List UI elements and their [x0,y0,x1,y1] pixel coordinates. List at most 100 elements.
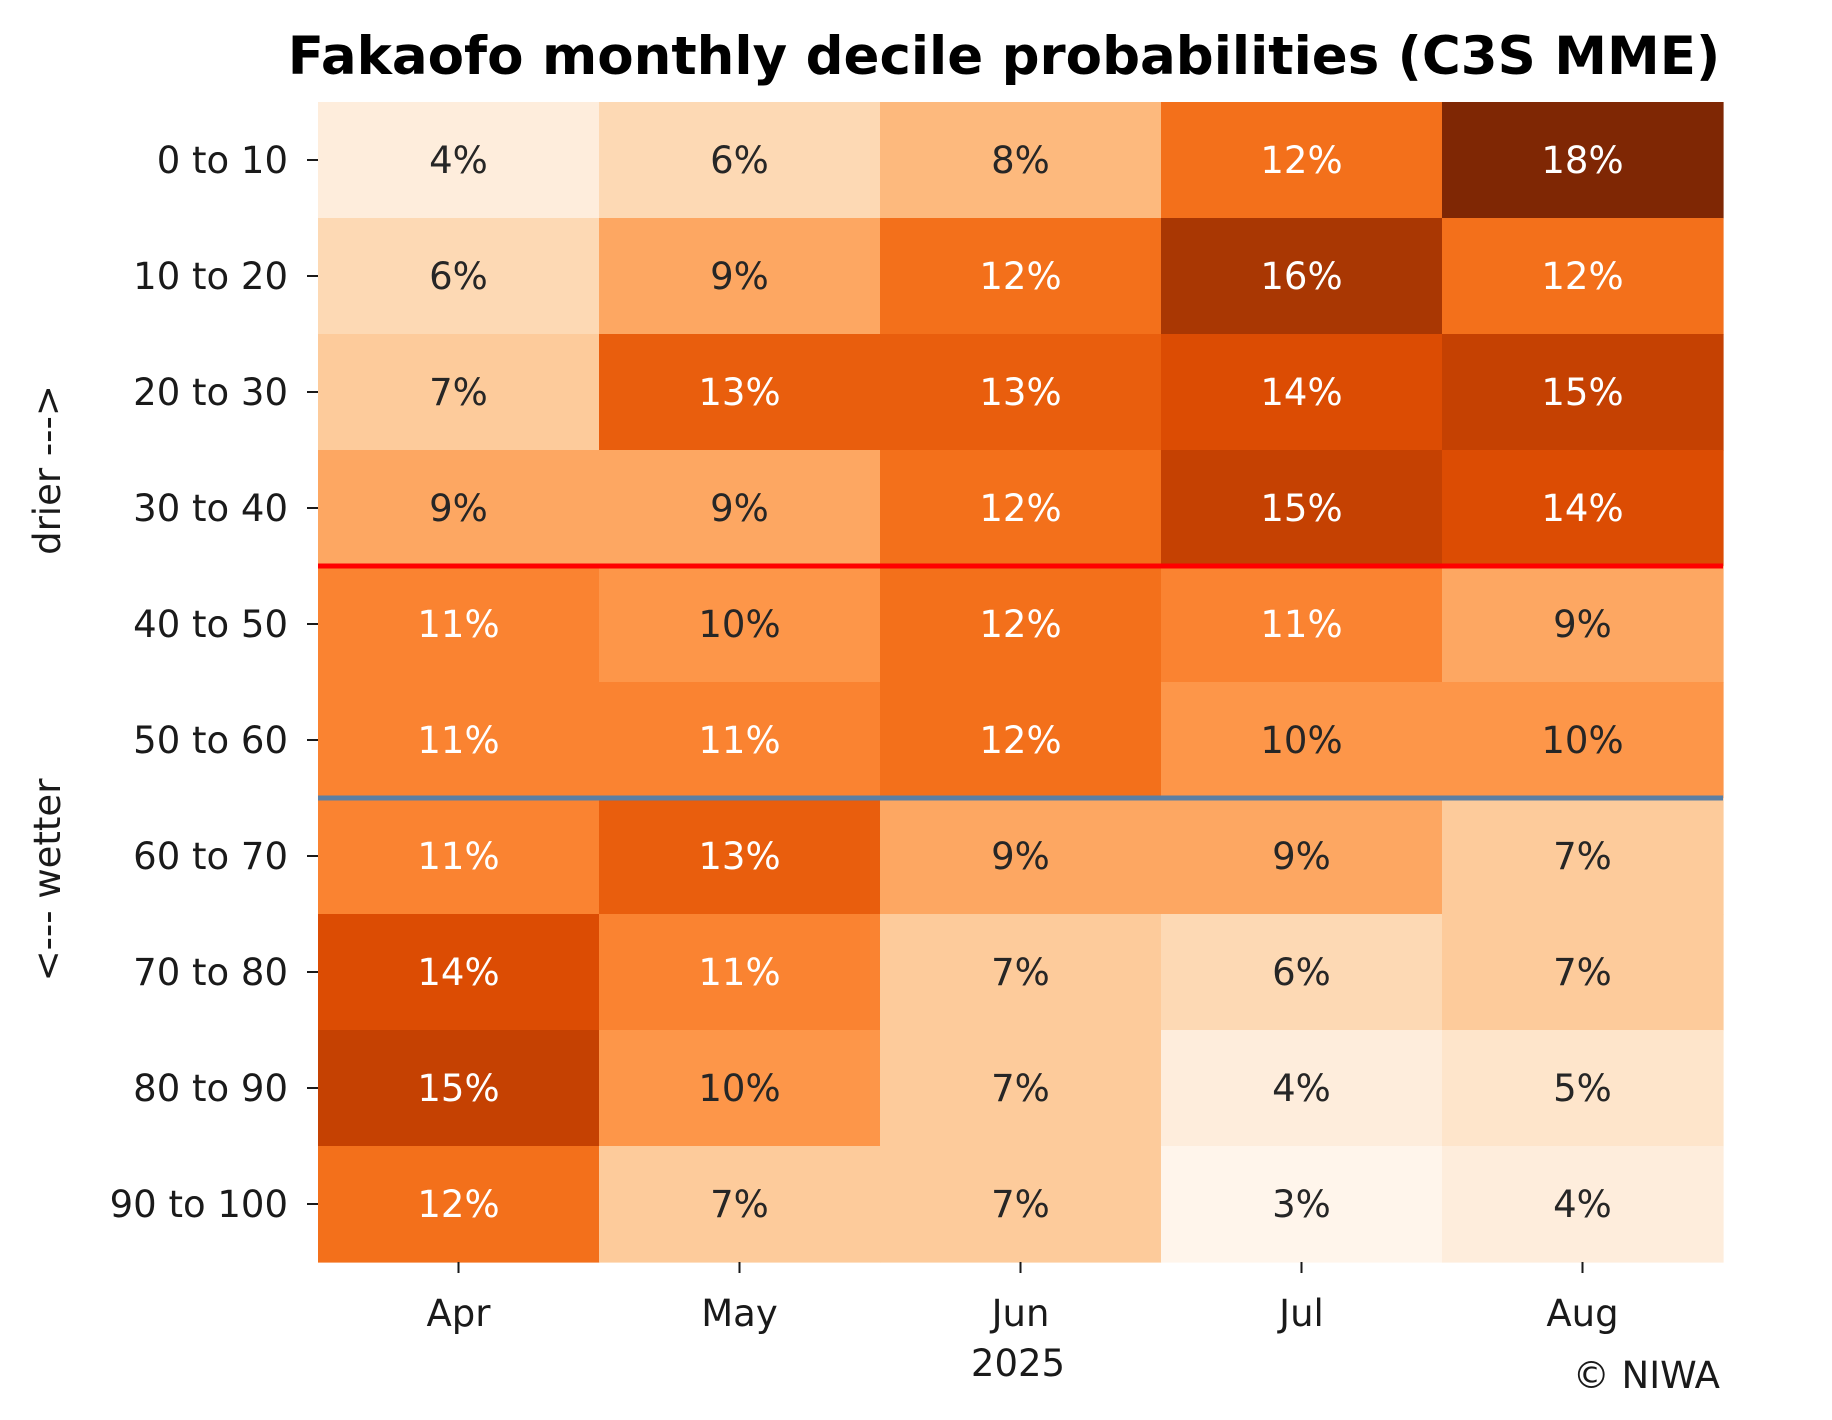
heatmap-cell [1442,682,1724,799]
heatmap-cell [1161,798,1443,915]
heatmap-cell [599,218,881,335]
heatmap-cell [880,334,1162,451]
heatmap-cell [880,798,1162,915]
cell-value-label: 12% [979,719,1061,762]
cell-value-label: 16% [1260,255,1342,298]
heatmap-cell [599,1030,881,1147]
cell-value-label: 7% [710,1183,769,1226]
y-axis-label-wetter: <--- wetter [26,778,69,982]
cell-value-label: 14% [1541,487,1623,530]
heatmap-cell [880,1146,1162,1263]
cell-value-label: 7% [991,951,1050,994]
cell-value-label: 9% [1553,603,1612,646]
heatmap-cell [880,1030,1162,1147]
cell-value-label: 11% [417,835,499,878]
tercile-separators [318,563,1723,801]
cell-value-label: 15% [417,1067,499,1110]
cell-value-label: 9% [429,487,488,530]
cell-value-label: 6% [1272,951,1331,994]
cell-value-label: 11% [698,719,780,762]
x-tick-label: Jun [990,1292,1050,1335]
cell-value-label: 15% [1541,371,1623,414]
heatmap-cell [1161,218,1443,335]
heatmap-cell [880,682,1162,799]
heatmap-cell [599,914,881,1031]
heatmap-cell [1161,334,1443,451]
cell-value-label: 11% [417,603,499,646]
heatmap-cell [880,218,1162,335]
cell-value-label: 10% [1260,719,1342,762]
heatmap-cell [1161,914,1443,1031]
heatmap-cell [1442,798,1724,915]
heatmap-cell [880,450,1162,567]
cell-value-label: 4% [1553,1183,1612,1226]
heatmap-cell [1442,218,1724,335]
cell-value-label: 12% [1260,139,1342,182]
y-tick-label: 20 to 30 [133,371,288,414]
heatmap-cells: 4% 6% 8% 12% 18% 6% 9% 12% 16% 12% 7% 13% 13% 14% 15% 9… [318,102,1724,1263]
heatmap-cell [318,1146,600,1263]
heatmap-cell [1442,334,1724,451]
cell-value-label: 15% [1260,487,1342,530]
cell-value-label: 14% [1260,371,1342,414]
y-axis-label-drier: drier ---> [26,385,69,555]
x-axis: Apr May Jun Jul Aug [426,1262,1619,1335]
heatmap-cell [599,1146,881,1263]
x-axis-label: 2025 [971,1342,1065,1385]
heatmap-cell [1161,450,1443,567]
heatmap-cell [599,798,881,915]
heatmap-cell [318,682,600,799]
heatmap-cell [1442,566,1724,683]
cell-value-label: 4% [429,139,488,182]
cell-value-label: 12% [417,1183,499,1226]
cell-value-label: 9% [1272,835,1331,878]
cell-value-label: 12% [979,255,1061,298]
cell-value-label: 5% [1553,1067,1612,1110]
y-tick-label: 10 to 20 [133,255,288,298]
heatmap-cell [880,102,1162,219]
cell-value-label: 7% [991,1067,1050,1110]
heatmap-cell [599,566,881,683]
cell-value-label: 14% [417,951,499,994]
heatmap-cell [318,218,600,335]
heatmap-cell [318,1030,600,1147]
heatmap-cell [880,566,1162,683]
cell-value-label: 12% [979,487,1061,530]
cell-value-label: 7% [1553,951,1612,994]
cell-value-label: 10% [698,603,780,646]
y-tick-label: 40 to 50 [133,603,288,646]
heatmap-cell [1161,1030,1443,1147]
heatmap-cell [1161,682,1443,799]
cell-value-label: 12% [1541,255,1623,298]
cell-value-label: 9% [991,835,1050,878]
x-tick-label: Apr [426,1292,491,1335]
cell-value-label: 13% [698,371,780,414]
cell-value-label: 7% [1553,835,1612,878]
heatmap-cell [1442,1146,1724,1263]
y-tick-label: 50 to 60 [133,719,288,762]
cell-value-label: 18% [1541,139,1623,182]
heatmap-cell [318,450,600,567]
cell-value-label: 10% [698,1067,780,1110]
cell-value-label: 11% [417,719,499,762]
heatmap-cell [318,914,600,1031]
cell-value-label: 4% [1272,1067,1331,1110]
cell-value-label: 7% [991,1183,1050,1226]
cell-value-label: 9% [710,255,769,298]
heatmap-cell [1161,566,1443,683]
heatmap-cell [1161,1146,1443,1263]
cell-value-label: 10% [1541,719,1623,762]
y-tick-label: 70 to 80 [133,951,288,994]
cell-value-label: 11% [698,951,780,994]
cell-value-label: 7% [429,371,488,414]
heatmap-cell [880,914,1162,1031]
heatmap-cell [599,334,881,451]
cell-value-label: 13% [698,835,780,878]
credit-niwa: © NIWA [1573,1354,1720,1397]
cell-value-label: 12% [979,603,1061,646]
x-tick-label: Aug [1546,1292,1618,1335]
heatmap-cell [318,798,600,915]
cell-value-label: 8% [991,139,1050,182]
heatmap-cell [599,102,881,219]
heatmap-cell [1442,1030,1724,1147]
